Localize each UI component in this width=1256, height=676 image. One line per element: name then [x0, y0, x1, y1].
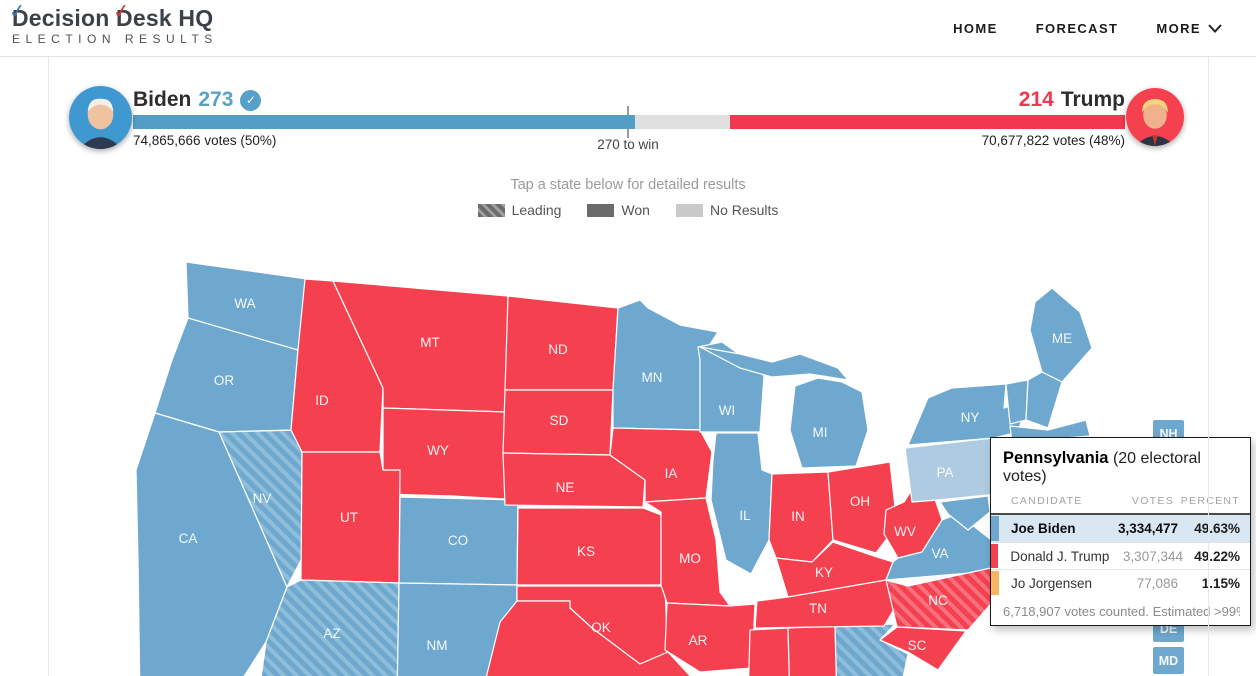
chevron-down-icon	[1208, 24, 1222, 33]
nav-forecast[interactable]: FORECAST	[1035, 21, 1119, 36]
candidate-votes: 77,086	[1136, 575, 1178, 591]
main-nav: HOME FORECAST MORE	[953, 0, 1222, 57]
legend-swatch-no-results	[675, 203, 703, 217]
candidate-name: Joe Biden	[1011, 521, 1076, 536]
trump-popular-votes: 70,677,822 votes (48%)	[981, 133, 1125, 148]
state-nm[interactable]	[396, 582, 518, 676]
state-ut[interactable]	[300, 451, 401, 584]
state-mdx[interactable]	[939, 495, 991, 531]
state-tooltip: Pennsylvania (20 electoral votes) CANDID…	[990, 437, 1251, 626]
party-color-bar	[991, 571, 999, 595]
state-nd[interactable]	[504, 295, 619, 391]
site-logo[interactable]: Decision Desk HQ ✓ ✓ ELECTION RESULTS	[7, 0, 218, 46]
state-ga[interactable]	[834, 623, 909, 676]
nav-home[interactable]: HOME	[953, 21, 998, 36]
candidate-percent: 49.63%	[1194, 521, 1240, 536]
tooltip-title: Pennsylvania (20 electoral votes)	[1003, 449, 1240, 486]
state-nhm[interactable]	[1025, 371, 1063, 429]
party-color-bar	[991, 516, 999, 541]
state-vt[interactable]	[1005, 379, 1029, 425]
logo-subtitle: ELECTION RESULTS	[12, 32, 218, 46]
legend-item-won: Won	[587, 202, 650, 218]
tooltip-row: Joe Biden 3,334,477 49.63%	[991, 515, 1250, 542]
state-ar[interactable]	[664, 602, 756, 673]
tooltip-electoral-votes: (20 electoral votes)	[1003, 450, 1201, 485]
party-color-bar	[991, 544, 999, 568]
state-az[interactable]	[258, 579, 400, 676]
state-me[interactable]	[1029, 287, 1093, 383]
candidate-percent: 1.15%	[1201, 575, 1240, 591]
state-mi[interactable]	[789, 377, 869, 469]
biden-electoral-votes: 273	[198, 88, 234, 111]
candidate-votes: 3,334,477	[1117, 521, 1178, 536]
trump-avatar	[1126, 88, 1184, 146]
legend-item-leading: Leading	[477, 202, 562, 218]
legend-label: Leading	[511, 202, 562, 218]
state-wy[interactable]	[382, 407, 507, 500]
candidate-name: Jo Jorgensen	[1011, 575, 1093, 591]
nav-more[interactable]: MORE	[1156, 21, 1222, 36]
biden-winner-check-icon: ✓	[240, 89, 262, 111]
threshold-label: 270 to win	[597, 137, 659, 152]
state-sd[interactable]	[502, 389, 614, 456]
trump-score-row: 214 Trump	[1019, 88, 1125, 112]
legend-label: No Results	[709, 202, 779, 218]
candidate-name: Donald J. Trump	[1010, 548, 1110, 564]
right-gutter-divider	[1208, 57, 1209, 676]
column-votes: VOTES	[1131, 495, 1174, 507]
legend-label: Won	[621, 202, 650, 218]
column-percent: PERCENT	[1180, 495, 1240, 507]
left-gutter-divider	[48, 57, 49, 676]
state-ne[interactable]	[502, 452, 646, 508]
biden-avatar	[69, 86, 132, 149]
state-miu[interactable]	[699, 346, 849, 381]
state-pa[interactable]	[904, 437, 999, 503]
column-candidate: CANDIDATE	[1011, 495, 1083, 507]
state-box-md[interactable]: MD	[1153, 647, 1184, 674]
electoral-bar-rep	[730, 115, 1125, 129]
tooltip-footer: 6,718,907 votes counted. Estimated >99% …	[1003, 604, 1240, 619]
legend-item-no-results: No Results	[675, 202, 779, 218]
logo-title: Decision Desk HQ ✓ ✓	[7, 0, 214, 31]
state-sc[interactable]	[879, 626, 967, 671]
tooltip-row: Donald J. Trump 3,307,344 49.22%	[991, 542, 1250, 569]
state-ny[interactable]	[907, 383, 1029, 446]
electoral-bar	[133, 115, 1125, 129]
candidate-votes: 3,307,344	[1122, 548, 1183, 564]
map-legend: Leading Won No Results	[0, 202, 1256, 218]
tooltip-row: Jo Jorgensen 77,086 1.15%	[991, 569, 1250, 596]
tooltip-table-header: CANDIDATE VOTES PERCENT	[991, 495, 1250, 515]
top-navbar: Decision Desk HQ ✓ ✓ ELECTION RESULTS HO…	[0, 0, 1256, 57]
trump-electoral-votes: 214	[1018, 88, 1054, 111]
state-co[interactable]	[398, 496, 519, 586]
biden-popular-votes: 74,865,666 votes (50%)	[133, 133, 277, 148]
legend-swatch-won	[587, 203, 615, 217]
state-il[interactable]	[710, 432, 773, 575]
state-ms[interactable]	[748, 627, 790, 676]
legend-swatch-leading	[477, 203, 505, 217]
map-hint: Tap a state below for detailed results	[510, 177, 746, 193]
biden-score-row: Biden 273 ✓	[133, 88, 262, 112]
biden-name: Biden	[133, 88, 192, 111]
tooltip-state-name: Pennsylvania	[1003, 449, 1109, 467]
state-al[interactable]	[787, 625, 837, 676]
candidate-percent: 49.22%	[1194, 548, 1240, 564]
state-in[interactable]	[768, 471, 834, 563]
trump-name: Trump	[1060, 88, 1125, 111]
logo-check-icon-red: ✓	[111, 0, 132, 24]
electoral-bar-dem	[133, 115, 635, 129]
tooltip-results-table: CANDIDATE VOTES PERCENT Joe Biden 3,334,4…	[991, 495, 1250, 596]
state-ks[interactable]	[516, 507, 662, 586]
logo-check-icon-blue: ✓	[7, 0, 28, 24]
